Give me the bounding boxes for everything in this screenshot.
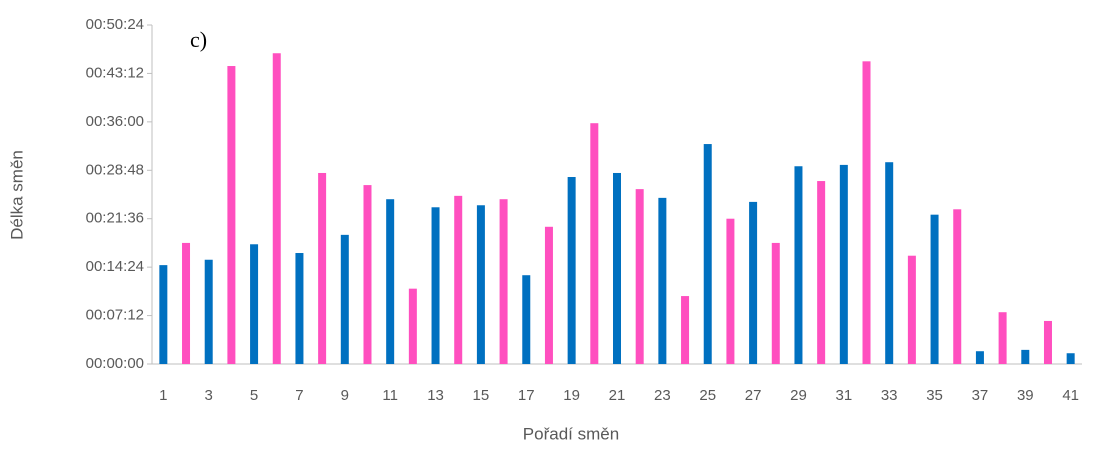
x-tick-label: 3 [205, 387, 213, 404]
x-tick-label: 9 [341, 387, 349, 404]
x-tick-label: 39 [1017, 387, 1034, 404]
bar [363, 185, 372, 364]
y-tick-label: 00:21:36 [86, 210, 144, 227]
x-tick-label: 35 [926, 387, 943, 404]
bar [454, 195, 463, 364]
bar [340, 234, 349, 364]
x-tick-label: 11 [382, 387, 398, 404]
x-tick-label: 29 [790, 387, 807, 404]
bar [726, 218, 735, 364]
x-tick-label: 13 [427, 387, 444, 404]
y-tick-label: 00:43:12 [86, 64, 144, 81]
y-tick-label: 00:14:24 [86, 258, 144, 275]
y-tick-label: 00:28:48 [86, 161, 144, 178]
bar [681, 296, 690, 364]
x-tick-label: 23 [654, 387, 671, 404]
bar [703, 144, 712, 364]
x-tick-label: 17 [518, 387, 535, 404]
bar [544, 226, 553, 364]
bar [499, 199, 508, 364]
x-tick-label: 1 [159, 387, 167, 404]
bar [658, 197, 667, 364]
bar [1043, 320, 1052, 364]
x-tick-label: 7 [295, 387, 303, 404]
bar [1066, 353, 1075, 364]
bar [159, 265, 168, 364]
bar [635, 189, 644, 364]
bar [182, 242, 191, 364]
bar [522, 275, 531, 364]
x-tick-label: 41 [1062, 387, 1079, 404]
bar [476, 205, 485, 364]
bar [318, 172, 327, 364]
x-tick-label: 27 [745, 387, 762, 404]
bar [794, 166, 803, 364]
bar [975, 351, 984, 364]
x-tick-label: 31 [835, 387, 852, 404]
bar [613, 172, 621, 364]
y-tick-label: 00:50:24 [86, 16, 144, 33]
y-tick-label: 00:07:12 [86, 307, 144, 324]
x-tick-label: 33 [881, 387, 898, 404]
bar [771, 242, 780, 364]
y-tick-label: 00:00:00 [86, 355, 144, 372]
bar [295, 253, 304, 364]
bar [885, 162, 894, 364]
bar [567, 177, 576, 364]
bar [930, 214, 939, 364]
bar [204, 259, 213, 364]
y-axis-title: Délka směn [7, 150, 26, 240]
bar [862, 61, 871, 364]
x-tick-label: 19 [563, 387, 580, 404]
x-tick-label: 37 [972, 387, 989, 404]
bar [408, 288, 417, 364]
bar [749, 201, 758, 364]
bar [386, 199, 395, 364]
bar [250, 244, 259, 364]
bar [998, 312, 1007, 364]
annotation: c) [190, 27, 207, 52]
bar [817, 181, 826, 364]
bar [272, 53, 281, 364]
bar [839, 164, 848, 364]
bar [431, 207, 440, 364]
x-tick-label: 15 [473, 387, 490, 404]
bar [590, 123, 599, 364]
bar [227, 66, 236, 365]
x-tick-label: 25 [699, 387, 716, 404]
x-axis-title: Pořadí směn [523, 424, 619, 443]
x-tick-label: 21 [609, 387, 626, 404]
bar [953, 209, 962, 364]
bar [1021, 349, 1030, 364]
x-tick-label: 5 [250, 387, 258, 404]
bar [907, 255, 916, 364]
y-tick-label: 00:36:00 [86, 113, 144, 130]
